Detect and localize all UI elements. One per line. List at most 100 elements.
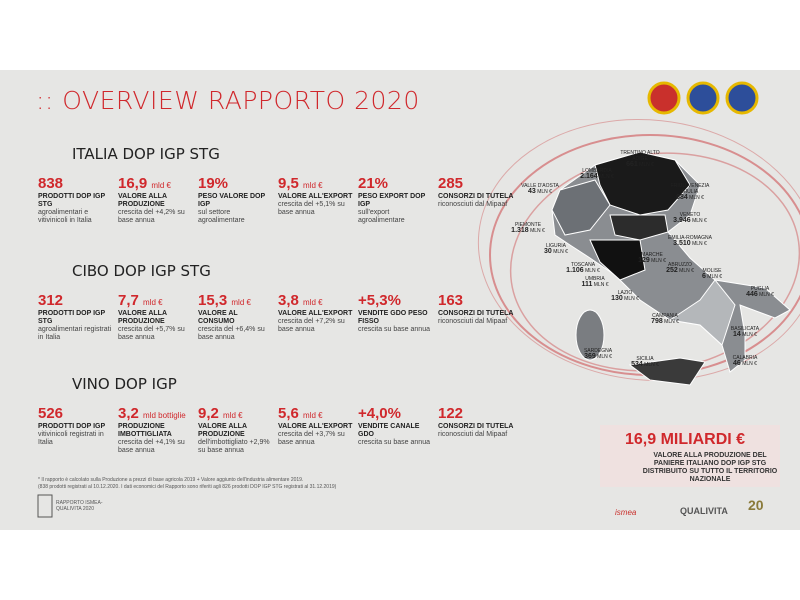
region-value: 252	[666, 267, 678, 274]
region-name: LAZIO	[617, 290, 633, 296]
region-value: 3.946	[673, 217, 691, 224]
region-label: MOLISE 6 MLN €	[687, 268, 737, 280]
stat-value: 163	[438, 292, 464, 309]
region-value-row: 43 MLN €	[515, 188, 565, 195]
stat-label: PRODUZIONE IMBOTTIGLIATA	[118, 423, 172, 438]
stat-desc: crescita del +4,1% su base annua	[118, 439, 185, 454]
stat-desc: agroalimentari registrati in Italia	[38, 326, 112, 341]
region-value-row: 30 MLN €	[531, 248, 581, 255]
region-value: 1.106	[566, 267, 584, 274]
stg-logo	[725, 81, 759, 115]
stat-value-row: 15,3 mld €	[198, 292, 274, 309]
stat-value: 3,2	[118, 405, 139, 422]
stat-desc: crescita del +5,1% su base annua	[278, 201, 345, 216]
stat-value: 7,7	[118, 292, 139, 309]
stat-desc: dell'imbottigliato +2,9% su base annua	[198, 439, 270, 454]
region-emilia	[609, 214, 669, 241]
stat-value: 3,8	[278, 292, 299, 309]
stat-label: PRODOTTI DOP IGP STG	[38, 310, 106, 325]
region-value: 30	[544, 248, 552, 255]
callout-text: VALORE ALLA PRODUZIONE DEL PANIERE ITALI…	[642, 452, 778, 483]
stat-value-row: 3,8 mld €	[278, 292, 354, 309]
stat: 9,5 mld € VALORE ALL'EXPORT crescita del +…	[278, 175, 354, 217]
region-value-row: 3.510 MLN €	[665, 240, 715, 247]
region-label: CAMPANIA 798 MLN €	[640, 313, 690, 325]
stat-desc: crescita su base annua	[358, 439, 430, 446]
region-value-row: 798 MLN €	[640, 318, 690, 325]
stat-desc: crescita del +4,2% su base annua	[118, 209, 185, 224]
stat-unit: mld €	[223, 411, 243, 420]
stat-label: CONSORZI DI TUTELA	[438, 423, 514, 430]
stat-label: CONSORZI DI TUTELA	[438, 310, 514, 317]
region-name: PUGLIA	[750, 286, 770, 292]
stat-unit: mld €	[303, 298, 323, 307]
stat: 285 CONSORZI DI TUTELA riconosciuti dal Mi…	[438, 175, 514, 209]
region-value-row: 252 MLN €	[655, 267, 705, 274]
region-unit: MLN €	[664, 319, 679, 325]
stat-value-row: +4,0%	[358, 405, 434, 422]
region-label: UMBRIA 111 MLN €	[570, 276, 620, 288]
stat: 5,6 mld € VALORE ALL'EXPORT crescita del +…	[278, 405, 354, 447]
stat-unit: mld bottiglie	[143, 411, 186, 420]
region-name: MOLISE	[702, 268, 722, 274]
dop-logo	[647, 81, 681, 115]
region-unit: MLN €	[644, 362, 659, 368]
region-name: PIEMONTE	[514, 222, 542, 228]
region-label: VALLE D'AOSTA 43 MLN €	[515, 183, 565, 195]
stat-label: PESO EXPORT DOP IGP	[358, 193, 426, 208]
stat-desc: crescita del +3,7% su base annua	[278, 431, 345, 446]
region-unit: MLN €	[692, 218, 707, 224]
stat-value: 312	[38, 292, 64, 309]
stat: +5,3% VENDITE GDO PESO FISSO crescita su b…	[358, 292, 434, 334]
region-value: 2.164	[580, 173, 598, 180]
region-value-row: 3.946 MLN €	[665, 217, 715, 224]
section-heading: CIBO DOP IGP STG	[72, 262, 211, 280]
stat-value-row: 163	[438, 292, 514, 309]
region-value-row: 14 MLN €	[720, 331, 770, 338]
stat-label: VALORE ALL'EXPORT	[278, 310, 353, 317]
footnote: (838 prodotti registrati al 10.12.2020. …	[38, 484, 337, 490]
stat-value-row: 9,5 mld €	[278, 175, 354, 192]
stat-value: 285	[438, 175, 464, 192]
stat-label: VALORE ALLA PRODUZIONE	[118, 310, 167, 325]
stat-desc: crescita su base annua	[358, 326, 430, 333]
igp-logo	[686, 81, 720, 115]
region-piemonte	[551, 179, 611, 236]
region-value-row: 534 MLN €	[620, 361, 670, 368]
region-label: BASILICATA 14 MLN €	[720, 326, 770, 338]
region-value: 369	[584, 353, 596, 360]
region-unit: MLN €	[597, 354, 612, 360]
region-label: TRENTINO ALTO ADIGE 661 MLN €	[615, 150, 665, 168]
region-label: SICILIA 534 MLN €	[620, 356, 670, 368]
section-heading: ITALIA DOP IGP STG	[72, 145, 220, 163]
stat-desc: sull'export agroalimentare	[358, 209, 405, 224]
stat: 312 PRODOTTI DOP IGP STG agroalimentari re…	[38, 292, 114, 342]
region-unit: MLN €	[537, 189, 552, 195]
region-value: 661	[626, 161, 638, 168]
stat-unit: mld €	[231, 298, 251, 307]
region-label: PIEMONTE 1.318 MLN €	[503, 222, 553, 234]
report-logo-text: RAPPORTO ISMEA-QUALIVITA 2020	[56, 500, 103, 512]
region-unit: MLN €	[689, 195, 704, 201]
stat-value: 21%	[358, 175, 389, 192]
region-unit: MLN €	[759, 292, 774, 298]
stat-value-row: 122	[438, 405, 514, 422]
stat-label: VALORE ALLA PRODUZIONE	[198, 423, 247, 438]
stat-value-row: 312	[38, 292, 114, 309]
region-unit: MLN €	[639, 162, 654, 168]
region-unit: MLN €	[599, 174, 614, 180]
stat: 9,2 mld € VALORE ALLA PRODUZIONE dell'imbo…	[198, 405, 274, 455]
region-name: VALLE D'AOSTA	[521, 183, 559, 189]
footnote: * Il rapporto è calcolato sulla Produzio…	[38, 477, 304, 483]
region-toscana	[589, 239, 646, 281]
title: :: OVERVIEW RAPPORTO 2020	[36, 86, 420, 115]
stat-desc: riconosciuti dal Mipaaf	[438, 431, 508, 438]
anniversary-logo: 20	[748, 497, 764, 513]
region-value-row: 6 MLN €	[687, 273, 737, 280]
stat-value-row: 838	[38, 175, 114, 192]
stat-value: 838	[38, 175, 64, 192]
stat-value-row: 5,6 mld €	[278, 405, 354, 422]
region-unit: MLN €	[553, 249, 568, 255]
